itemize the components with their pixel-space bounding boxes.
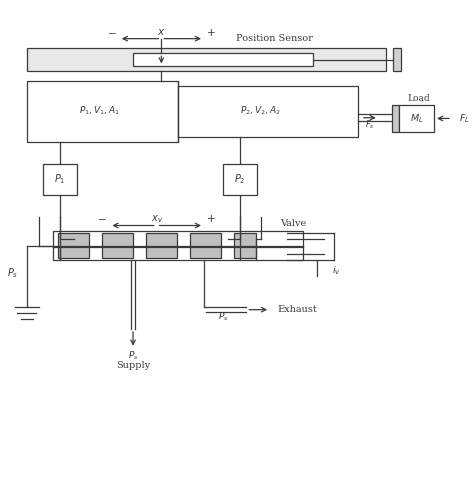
Text: $P_2, V_2, A_2$: $P_2, V_2, A_2$ (240, 105, 281, 118)
Text: $i_v$: $i_v$ (331, 264, 340, 277)
Bar (190, 233, 221, 258)
Bar (27, 81, 178, 142)
Text: $P_1, V_1, A_1$: $P_1, V_1, A_1$ (80, 105, 120, 118)
Bar (146, 233, 177, 258)
Text: $+$: $+$ (206, 27, 216, 38)
Bar (223, 163, 257, 195)
Text: Load: Load (408, 94, 430, 102)
Text: $M_L$: $M_L$ (410, 112, 423, 125)
Text: Supply: Supply (116, 361, 150, 370)
Text: Valve: Valve (281, 219, 307, 228)
Text: $P_s$: $P_s$ (7, 266, 18, 280)
Text: $x_v$: $x_v$ (151, 213, 163, 224)
Text: $P_s$: $P_s$ (128, 350, 138, 362)
Text: $x$: $x$ (157, 27, 165, 37)
Bar (234, 233, 256, 258)
Bar (43, 163, 77, 195)
Bar (133, 53, 313, 66)
Text: Position Sensor: Position Sensor (237, 34, 313, 43)
Bar (393, 48, 401, 71)
Text: $P_2$: $P_2$ (234, 172, 246, 186)
Text: $+$: $+$ (206, 213, 216, 224)
Bar (178, 86, 357, 137)
Bar (399, 105, 434, 132)
Text: $-$: $-$ (107, 28, 117, 37)
Bar (102, 233, 133, 258)
Bar (27, 48, 386, 71)
Bar (53, 231, 303, 260)
Bar (58, 233, 89, 258)
Text: $P_s$: $P_s$ (218, 311, 228, 323)
Text: $-$: $-$ (98, 214, 107, 223)
Text: Exhaust: Exhaust (277, 305, 317, 314)
Text: $P_1$: $P_1$ (55, 172, 66, 186)
Text: $F_L$: $F_L$ (459, 112, 470, 125)
Text: $F_s$: $F_s$ (365, 118, 374, 131)
Bar (392, 105, 399, 132)
